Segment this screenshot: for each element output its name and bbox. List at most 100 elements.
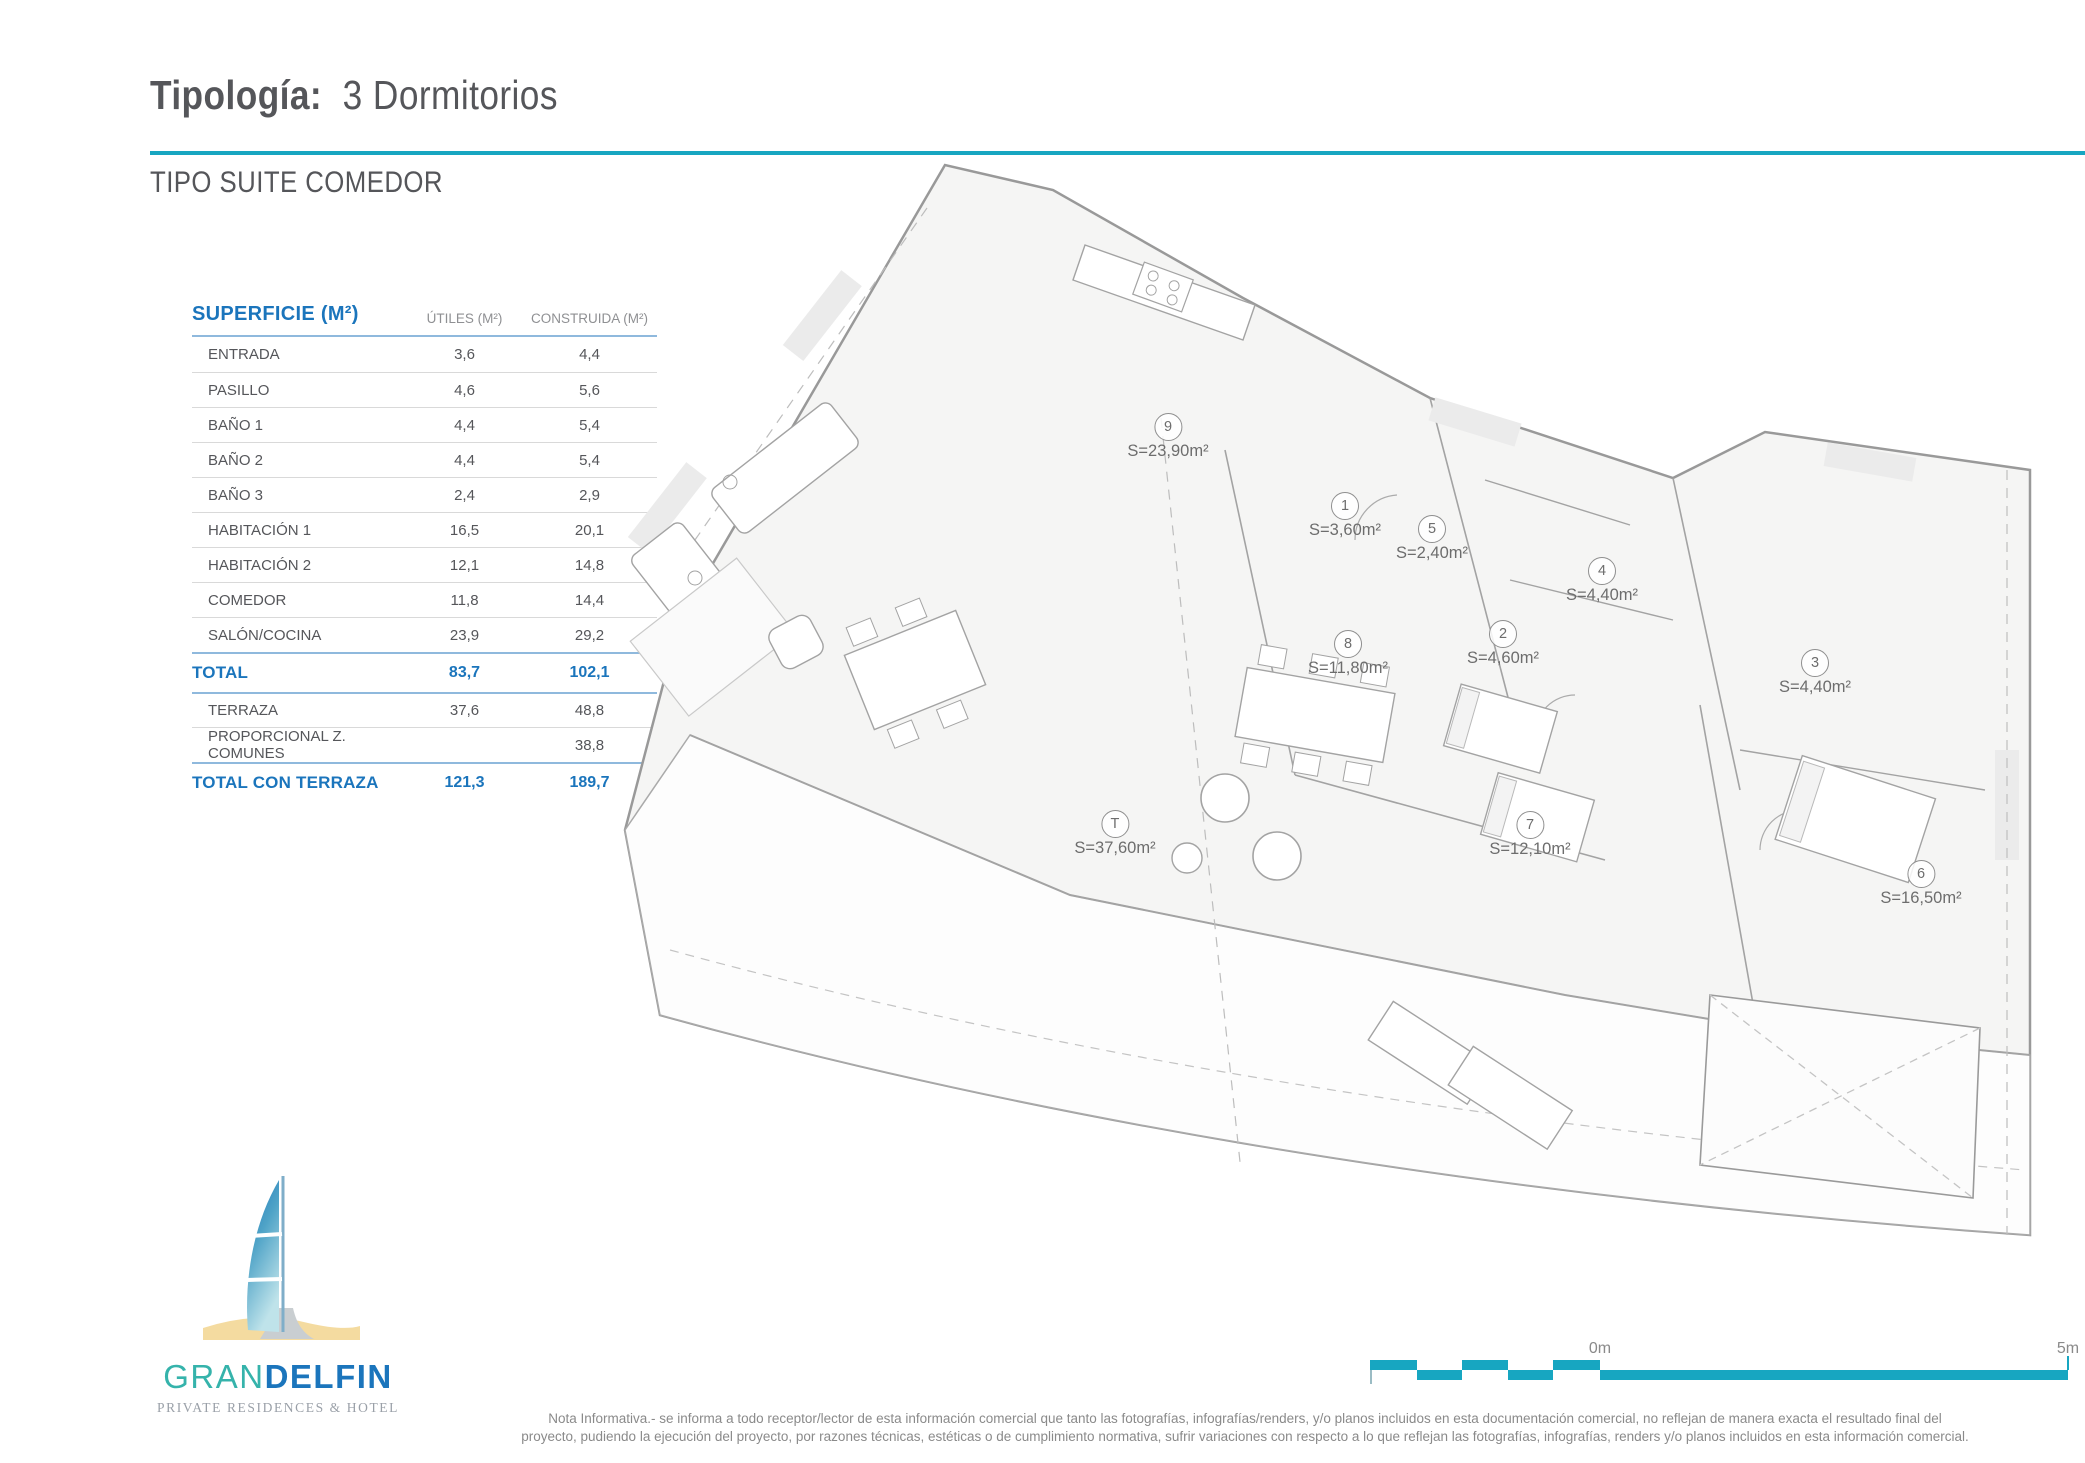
scale-bar: 0m 5m [1370,1340,2079,1385]
row-label: TOTAL [192,663,249,682]
col-utiles: ÚTILES (M²) [426,311,503,326]
row-utiles: 4,4 [454,451,475,469]
legal-note: Nota Informativa.- se informa a todo rec… [430,1410,2060,1446]
row-utiles: 3,6 [454,346,475,363]
legal-note-line2: proyecto, pudiendo la ejecución del proy… [521,1429,1969,1444]
room-label: 8 S=11,80m² [1308,630,1388,678]
table-row: HABITACIÓN 2 12,1 14,8 [192,547,657,582]
room-area-text: S=4,60m² [1467,649,1539,667]
row-construida: 2,9 [579,486,600,504]
surface-table-body: ENTRADA 3,6 4,4 PASILLO 4,6 5,6 BAÑO 1 4,4 5,4 BA… [192,337,657,802]
table-row: ENTRADA 3,6 4,4 [192,337,657,372]
surface-table-header: SUPERFICIE (M²) ÚTILES (M²) CONSTRUIDA (… [192,303,657,337]
row-utiles: 4,4 [454,416,475,434]
table-row: BAÑO 3 2,4 2,9 [192,477,657,512]
sail-tower-icon [203,1176,360,1340]
surface-table: SUPERFICIE (M²) ÚTILES (M²) CONSTRUIDA (… [192,303,657,802]
row-label: COMEDOR [208,591,287,609]
row-label: BAÑO 1 [208,416,264,434]
room-number-badge: 9 [1153,413,1182,441]
table-row: BAÑO 2 4,4 5,4 [192,442,657,477]
row-utiles: 12,1 [449,556,480,574]
row-utiles: 37,6 [449,702,480,719]
room-area-text: S=16,50m² [1880,889,1962,907]
room-number-badge: 2 [1489,620,1517,648]
col-construida: CONSTRUIDA (M²) [531,311,648,326]
scale-segment [1462,1360,1508,1370]
scale-label-start: 0m [1588,1340,1612,1357]
table-row: TERRAZA 37,6 48,8 [192,692,657,727]
row-utiles: 16,5 [449,521,480,539]
table-row: COMEDOR 11,8 14,4 [192,582,657,617]
row-construida: 5,6 [579,381,600,399]
room-label: 4 S=4,40m² [1566,557,1638,605]
floor-plan-drawing [623,163,2032,1237]
room-label: 5 S=2,40m² [1396,515,1468,563]
row-label: TERRAZA [208,702,279,719]
row-label: HABITACIÓN 2 [208,556,312,574]
table-row: PASILLO 4,6 5,6 [192,372,657,407]
row-label: ENTRADA [208,346,280,363]
room-area-text: S=23,90m² [1127,442,1209,460]
scale-segment [1553,1360,1600,1370]
room-label: 3 S=4,40m² [1779,649,1851,697]
page-subtitle: TIPO SUITE COMEDOR [150,166,443,199]
brand-tagline: PRIVATE RESIDENCES & HOTEL [157,1400,399,1415]
scale-segment [1417,1370,1462,1380]
row-construida: 102,1 [569,664,610,681]
room-number-badge: 1 [1331,492,1359,520]
scale-tick [2067,1356,2069,1370]
table-row: HABITACIÓN 1 16,5 20,1 [192,512,657,547]
row-construida: 189,7 [569,774,610,791]
room-area-text: S=2,40m² [1396,544,1468,562]
row-utiles: 11,8 [450,591,479,609]
page-title-light: 3 Dormitorios [342,72,558,118]
room-number-badge: 8 [1333,630,1362,658]
row-construida: 14,4 [574,591,605,609]
table-row: SALÓN/COCINA 23,9 29,2 [192,617,657,652]
room-area-text: S=12,10m² [1489,840,1571,858]
row-utiles: 23,9 [449,626,480,644]
row-label: BAÑO 3 [208,486,264,504]
page-title-bold: Tipología: [150,72,323,118]
title-divider [150,151,2085,155]
row-construida: 4,4 [579,346,600,363]
room-label: 1 S=3,60m² [1309,492,1381,540]
room-number-badge: 6 [1906,860,1935,888]
row-utiles: 4,6 [454,381,475,399]
row-label: PROPORCIONAL Z. COMUNES [208,728,346,762]
col-superficie: SUPERFICIE (M²) [192,303,359,325]
scale-label-end: 5m [2056,1340,2080,1357]
floor-plan [525,150,2085,1250]
room-label: 7 S=12,10m² [1489,811,1571,859]
brand-name: GRANDELFIN [148,1358,408,1396]
row-construida: 38,8 [574,736,605,754]
row-construida: 5,4 [579,451,600,469]
row-construida: 14,8 [574,556,605,574]
row-utiles: 83,7 [448,664,481,681]
row-construida: 48,8 [574,702,605,719]
scale-segment [1508,1370,1553,1380]
table-row: TOTAL CON TERRAZA 121,3 189,7 [192,762,657,802]
row-construida: 29,2 [574,626,605,644]
room-area-text: S=37,60m² [1074,839,1156,857]
room-label: 9 S=23,90m² [1127,413,1209,461]
scale-tick [1370,1370,1372,1384]
room-number-badge: T [1100,810,1129,838]
row-construida: 20,1 [574,521,605,539]
room-area-text: S=4,40m² [1566,586,1638,604]
row-label: TOTAL CON TERRAZA [192,773,379,792]
room-area-text: S=4,40m² [1779,678,1851,696]
table-row: TOTAL 83,7 102,1 [192,652,657,692]
room-label: T S=37,60m² [1074,810,1156,858]
room-area-text: S=3,60m² [1309,521,1381,539]
room-area-text: S=11,80m² [1308,659,1388,677]
row-label: BAÑO 2 [208,451,264,469]
room-label: 2 S=4,60m² [1467,620,1539,668]
row-label: HABITACIÓN 1 [208,521,312,539]
row-label: PASILLO [208,381,270,399]
room-number-badge: 7 [1515,811,1544,839]
legal-note-line1: Nota Informativa.- se informa a todo rec… [548,1411,1942,1426]
table-row: BAÑO 1 4,4 5,4 [192,407,657,442]
